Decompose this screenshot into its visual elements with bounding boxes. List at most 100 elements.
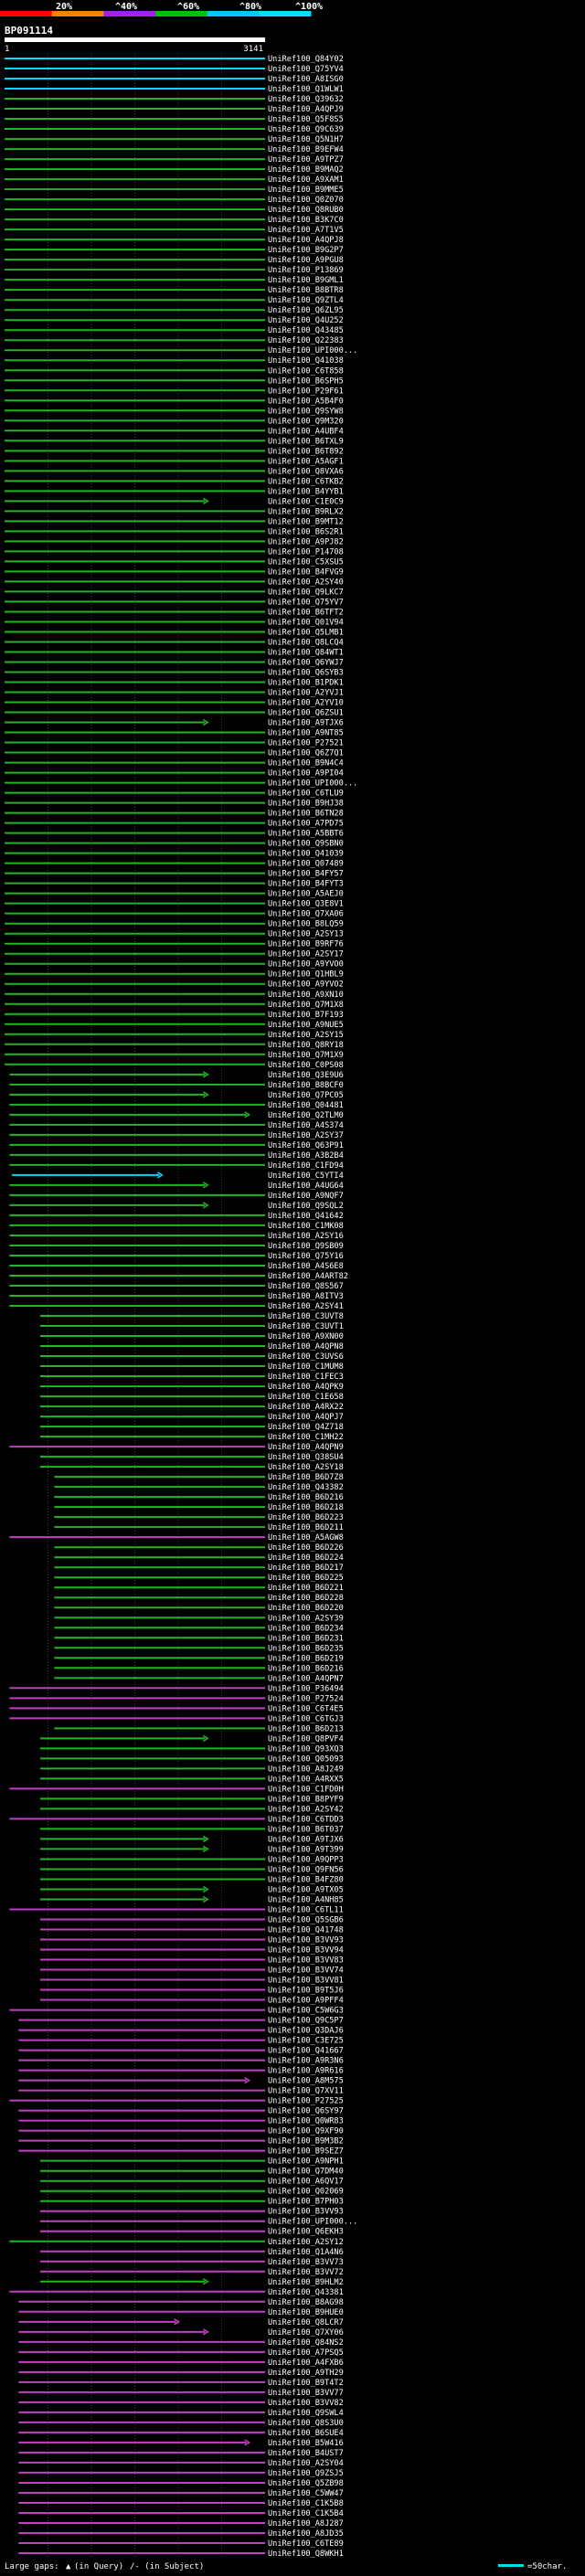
hit-row[interactable]: UniRef100_C6TE89 bbox=[18, 2539, 344, 2549]
hit-label[interactable]: UniRef100_B9GML1 bbox=[268, 276, 344, 285]
hit-row[interactable]: UniRef100_A2YVJ1 bbox=[5, 689, 344, 698]
hit-row[interactable]: UniRef100_Q9C5P7 bbox=[18, 2017, 344, 2026]
hit-label[interactable]: UniRef100_P13869 bbox=[268, 266, 344, 275]
hit-label[interactable]: UniRef100_Q8LCR7 bbox=[268, 2318, 344, 2327]
hit-row[interactable]: UniRef100_Q9SQL2 bbox=[9, 1202, 344, 1211]
hit-label[interactable]: UniRef100_Q6Z7Q1 bbox=[268, 749, 344, 758]
hit-label[interactable]: UniRef100_A2YVJ1 bbox=[268, 689, 344, 698]
hit-label[interactable]: UniRef100_B6D235 bbox=[268, 1644, 344, 1653]
hit-label[interactable]: UniRef100_B6SUE4 bbox=[268, 2429, 344, 2438]
hit-row[interactable]: UniRef100_A8JD35 bbox=[18, 2529, 344, 2539]
hit-row[interactable]: UniRef100_Q39632 bbox=[5, 95, 344, 104]
hit-label[interactable]: UniRef100_C6T4E5 bbox=[268, 1704, 344, 1713]
hit-label[interactable]: UniRef100_C5W6G3 bbox=[268, 2007, 344, 2016]
hit-label[interactable]: UniRef100_C1E0C9 bbox=[268, 497, 344, 506]
hit-row[interactable]: UniRef100_Q5LMB1 bbox=[5, 628, 344, 637]
hit-row[interactable]: UniRef100_Q7M1X9 bbox=[5, 1051, 344, 1060]
hit-row[interactable]: UniRef100_B6D213 bbox=[54, 1724, 344, 1733]
hit-row[interactable]: UniRef100_A9TPZ7 bbox=[5, 155, 344, 164]
hit-row[interactable]: UniRef100_Q4Z718 bbox=[39, 1423, 344, 1432]
hit-label[interactable]: UniRef100_Q75YV7 bbox=[268, 598, 344, 607]
hit-label[interactable]: UniRef100_B6D228 bbox=[268, 1594, 344, 1603]
hit-row[interactable]: UniRef100_B6D217 bbox=[54, 1564, 344, 1573]
hit-row[interactable]: UniRef100_A4RXX5 bbox=[39, 1775, 344, 1784]
hit-row[interactable]: UniRef100_B9MT12 bbox=[5, 517, 344, 526]
hit-row[interactable]: UniRef100_B7PH03 bbox=[39, 2198, 344, 2207]
hit-label[interactable]: UniRef100_Q22383 bbox=[268, 336, 344, 345]
hit-row[interactable]: UniRef100_B3VV72 bbox=[39, 2268, 344, 2277]
hit-row[interactable]: UniRef100_P14708 bbox=[5, 547, 344, 557]
hit-row[interactable]: UniRef100_A9YVO0 bbox=[5, 960, 344, 970]
hit-label[interactable]: UniRef100_A9TPZ7 bbox=[268, 155, 344, 164]
hit-row[interactable]: UniRef100_B6TFT2 bbox=[5, 608, 344, 617]
hit-label[interactable]: UniRef100_A9NPH1 bbox=[268, 2157, 344, 2167]
hit-label[interactable]: UniRef100_C1K5B4 bbox=[268, 2509, 344, 2518]
hit-row[interactable]: UniRef100_B3K7C0 bbox=[5, 216, 344, 225]
hit-label[interactable]: UniRef100_B3VV74 bbox=[268, 1966, 344, 1976]
hit-row[interactable]: UniRef100_A9QPP3 bbox=[39, 1855, 344, 1864]
hit-label[interactable]: UniRef100_A4NH85 bbox=[268, 1895, 344, 1904]
hit-row[interactable]: UniRef100_B9MAQ2 bbox=[5, 165, 344, 175]
hit-row[interactable]: UniRef100_B9HUE0 bbox=[18, 2308, 344, 2317]
hit-label[interactable]: UniRef100_B6D216 bbox=[268, 1664, 344, 1673]
hit-row[interactable]: UniRef100_A4QPN8 bbox=[39, 1342, 344, 1352]
hit-label[interactable]: UniRef100_B4YYB1 bbox=[268, 487, 344, 496]
hit-row[interactable]: UniRef100_C3E725 bbox=[18, 2037, 344, 2046]
hit-label[interactable]: UniRef100_Q9ZSJ5 bbox=[268, 2469, 344, 2478]
hit-label[interactable]: UniRef100_A9TH29 bbox=[268, 2369, 344, 2378]
hit-label[interactable]: UniRef100_Q1HBL9 bbox=[268, 970, 344, 980]
hit-row[interactable]: UniRef100_B8BTR8 bbox=[5, 286, 344, 295]
hit-label[interactable]: UniRef100_A9QPP3 bbox=[268, 1855, 344, 1864]
hit-label[interactable]: UniRef100_B6D224 bbox=[268, 1553, 344, 1563]
hit-row[interactable]: UniRef100_Q5N1H7 bbox=[5, 135, 344, 144]
hit-row[interactable]: UniRef100_B9HLM2 bbox=[39, 2278, 344, 2287]
hit-label[interactable]: UniRef100_B6D220 bbox=[268, 1604, 344, 1613]
hit-row[interactable]: UniRef100_Q0Z070 bbox=[5, 196, 344, 205]
hit-row[interactable]: UniRef100_A9NPH1 bbox=[39, 2157, 344, 2167]
hit-label[interactable]: UniRef100_A9YVO0 bbox=[268, 960, 344, 970]
hit-row[interactable]: UniRef100_A2SY37 bbox=[9, 1131, 344, 1140]
hit-label[interactable]: UniRef100_B3VV94 bbox=[268, 1946, 344, 1956]
hit-label[interactable]: UniRef100_C6TL11 bbox=[268, 1905, 344, 1914]
hit-row[interactable]: UniRef100_A4UG64 bbox=[9, 1182, 344, 1191]
hit-row[interactable]: UniRef100_Q5ZB98 bbox=[18, 2479, 344, 2488]
hit-row[interactable]: UniRef100_B5W416 bbox=[18, 2439, 344, 2448]
hit-row[interactable]: UniRef100_B7F193 bbox=[5, 1011, 344, 1020]
hit-row[interactable]: UniRef100_UPI000... bbox=[5, 346, 357, 355]
hit-label[interactable]: UniRef100_A2SY40 bbox=[268, 578, 344, 587]
hit-label[interactable]: UniRef100_Q05093 bbox=[268, 1754, 344, 1764]
hit-label[interactable]: UniRef100_A9PJ82 bbox=[268, 537, 344, 546]
hit-label[interactable]: UniRef100_A9TJX6 bbox=[268, 1835, 344, 1844]
hit-label[interactable]: UniRef100_A9PFF4 bbox=[268, 1997, 344, 2006]
hit-label[interactable]: UniRef100_B9M3B2 bbox=[268, 2137, 344, 2147]
hit-row[interactable]: UniRef100_A4QPJ8 bbox=[5, 236, 344, 245]
hit-label[interactable]: UniRef100_C1FD0H bbox=[268, 1785, 344, 1794]
hit-label[interactable]: UniRef100_B9SEZ7 bbox=[268, 2147, 344, 2157]
hit-row[interactable]: UniRef100_A9TX05 bbox=[39, 1885, 344, 1894]
hit-row[interactable]: UniRef100_A2YV10 bbox=[5, 699, 344, 708]
hit-label[interactable]: UniRef100_Q4U252 bbox=[268, 316, 344, 325]
hit-row[interactable]: UniRef100_A2SY42 bbox=[39, 1805, 344, 1814]
hit-row[interactable]: UniRef100_Q63P91 bbox=[9, 1141, 344, 1150]
hit-label[interactable]: UniRef100_A4RX22 bbox=[268, 1403, 344, 1412]
hit-label[interactable]: UniRef100_Q1WLW1 bbox=[268, 85, 344, 94]
hit-label[interactable]: UniRef100_B3VV81 bbox=[268, 1977, 344, 1986]
hit-label[interactable]: UniRef100_P27521 bbox=[268, 739, 344, 748]
hit-label[interactable]: UniRef100_C6T858 bbox=[268, 366, 344, 376]
hit-label[interactable]: UniRef100_A2SY16 bbox=[268, 1232, 344, 1241]
hit-label[interactable]: UniRef100_P27525 bbox=[268, 2097, 344, 2106]
hit-label[interactable]: UniRef100_A4S6E8 bbox=[268, 1262, 344, 1271]
hit-label[interactable]: UniRef100_B9T4T2 bbox=[268, 2379, 344, 2388]
hit-label[interactable]: UniRef100_A5BBT6 bbox=[268, 830, 344, 839]
hit-row[interactable]: UniRef100_A2SY16 bbox=[9, 1232, 344, 1241]
hit-row[interactable]: UniRef100_C0PS08 bbox=[5, 1061, 344, 1070]
hit-row[interactable]: UniRef100_B6T037 bbox=[39, 1825, 344, 1834]
hit-row[interactable]: UniRef100_A4S6E8 bbox=[9, 1262, 344, 1271]
hit-row[interactable]: UniRef100_Q05093 bbox=[39, 1754, 344, 1764]
hit-row[interactable]: UniRef100_B3VV77 bbox=[18, 2389, 344, 2398]
hit-row[interactable]: UniRef100_Q7XY06 bbox=[18, 2328, 344, 2337]
hit-row[interactable]: UniRef100_C3UVT1 bbox=[39, 1322, 344, 1331]
hit-row[interactable]: UniRef100_C6T858 bbox=[5, 366, 344, 376]
hit-row[interactable]: UniRef100_B6D220 bbox=[54, 1604, 344, 1613]
hit-row[interactable]: UniRef100_Q9ZTL4 bbox=[5, 296, 344, 305]
